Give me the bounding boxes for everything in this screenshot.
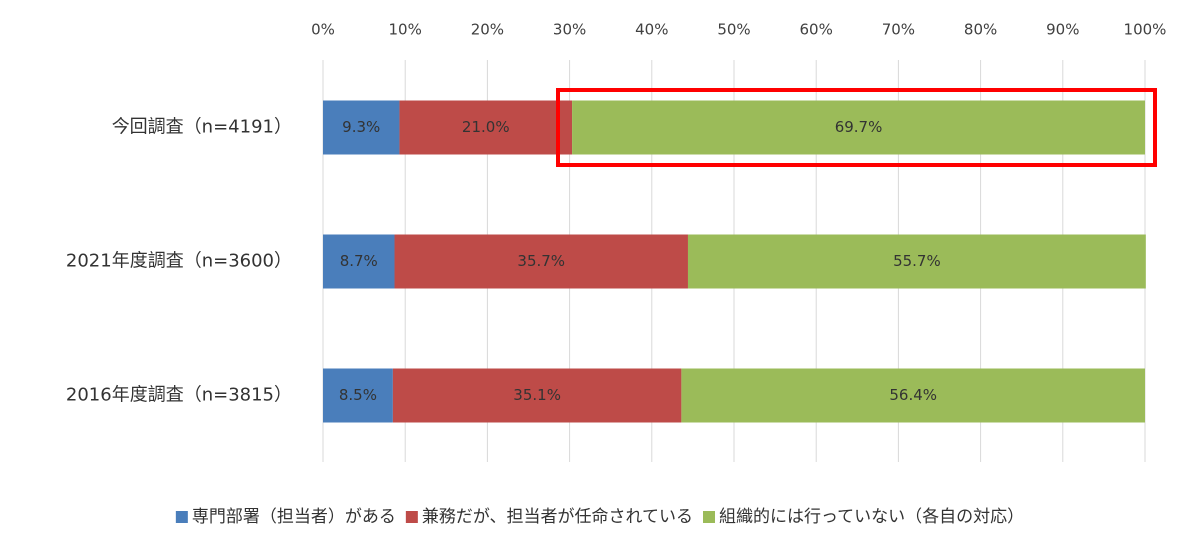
- bar-segment: [323, 368, 393, 423]
- x-tick-label: 40%: [635, 21, 668, 39]
- x-tick-label: 30%: [553, 21, 586, 39]
- bar-segment: [323, 100, 400, 155]
- value-label: 55.7%: [893, 252, 941, 270]
- value-label: 21.0%: [462, 118, 510, 136]
- bar-segment: [323, 234, 395, 289]
- x-tick-label: 80%: [964, 21, 997, 39]
- x-tick-label: 90%: [1046, 21, 1079, 39]
- category-label: 今回調査（n=4191）: [112, 117, 292, 138]
- x-tick-label: 20%: [471, 21, 504, 39]
- x-tick-label: 10%: [389, 21, 422, 39]
- bar-layer: [323, 100, 1146, 423]
- legend-label: 兼務だが、担当者が任命されている: [422, 507, 693, 527]
- value-label: 69.7%: [835, 118, 883, 136]
- legend-label: 専門部署（担当者）がある: [192, 507, 396, 527]
- bar-segment: [394, 234, 688, 289]
- value-label: 35.1%: [513, 386, 561, 404]
- value-label: 8.7%: [340, 252, 378, 270]
- bar-segment: [399, 100, 573, 155]
- value-label: 56.4%: [889, 386, 937, 404]
- highlight-box: [556, 88, 1157, 167]
- category-label: 2021年度調査（n=3600）: [66, 251, 292, 272]
- value-label: 8.5%: [339, 386, 377, 404]
- category-label: 2016年度調査（n=3815）: [66, 385, 292, 406]
- legend-swatch: [405, 511, 418, 523]
- value-label: 35.7%: [517, 252, 565, 270]
- legend-label: 組織的には行っていない（各自の対応）: [719, 507, 1024, 527]
- x-tick-label: 50%: [717, 21, 750, 39]
- legend-swatch: [175, 511, 188, 523]
- x-tick-label: 70%: [882, 21, 915, 39]
- bar-segment: [392, 368, 682, 423]
- bar-segment: [681, 368, 1145, 423]
- bar-segment: [572, 100, 1145, 155]
- legend-swatch: [703, 511, 715, 523]
- bar-segment: [687, 234, 1146, 289]
- x-tick-label: 0%: [311, 21, 335, 39]
- x-tick-label: 100%: [1124, 21, 1167, 39]
- x-tick-label: 60%: [800, 21, 833, 39]
- value-label: 9.3%: [342, 118, 380, 136]
